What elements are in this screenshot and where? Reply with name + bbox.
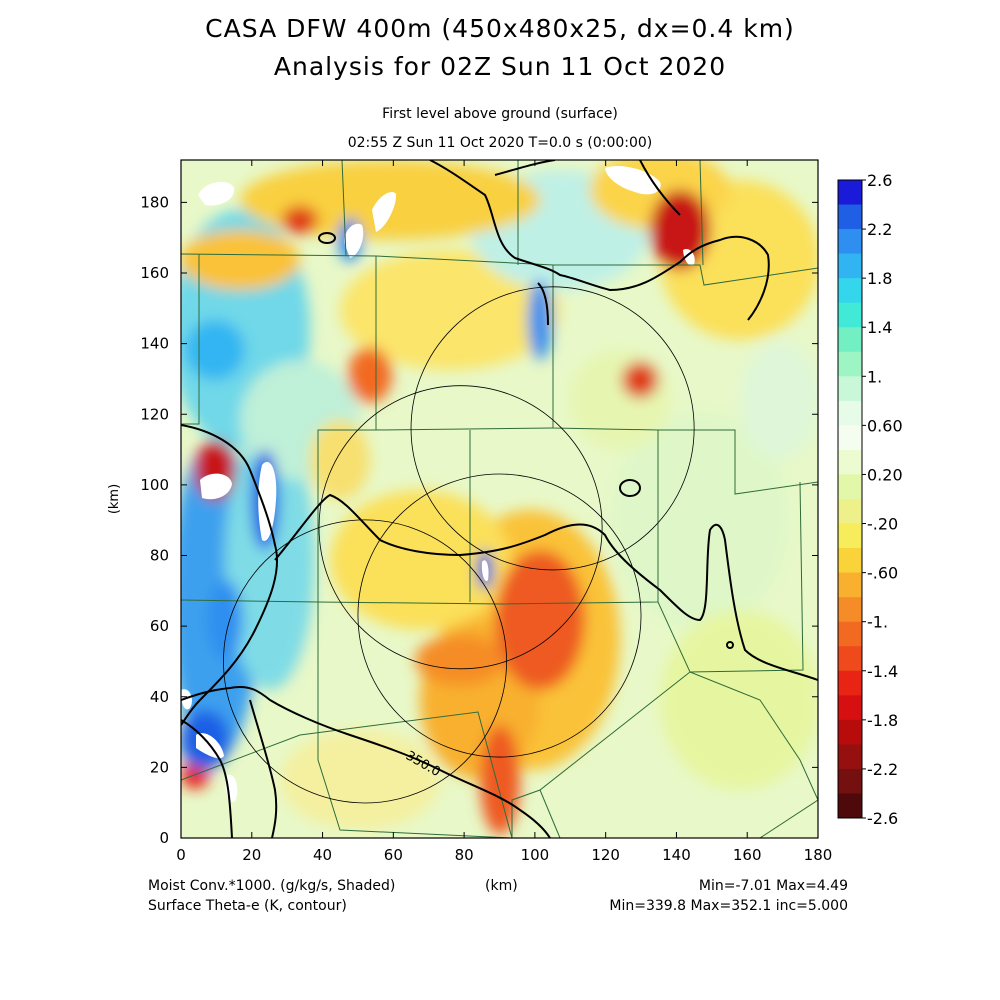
colorbar-swatch xyxy=(838,523,862,549)
x-tick-label: 40 xyxy=(313,846,332,864)
colorbar-swatch xyxy=(838,474,862,500)
colorbar-swatch xyxy=(838,253,862,279)
y-tick-label: 100 xyxy=(140,476,169,494)
shaded-field-stats: Min=-7.01 Max=4.49 xyxy=(699,878,848,894)
colorbar-label: 2.2 xyxy=(867,220,892,239)
colorbar-label: -2.6 xyxy=(867,809,898,828)
colorbar-swatch xyxy=(838,621,862,647)
colorbar-swatch xyxy=(838,793,862,819)
contour-field-stats: Min=339.8 Max=352.1 inc=5.000 xyxy=(609,898,848,914)
colorbar-swatch xyxy=(838,204,862,230)
y-tick-label: 60 xyxy=(150,617,169,635)
x-tick-label: 180 xyxy=(804,846,833,864)
colorbar-swatch xyxy=(838,499,862,525)
y-tick-label: 160 xyxy=(140,264,169,282)
colorbar-label: -.60 xyxy=(867,564,898,583)
colorbar-swatch xyxy=(838,646,862,672)
x-axis-label: (km) xyxy=(485,878,518,894)
x-tick-label: 160 xyxy=(733,846,762,864)
y-tick-label: 20 xyxy=(150,758,169,776)
colorbar-swatch xyxy=(838,180,862,206)
colorbar-label: 1.4 xyxy=(867,318,892,337)
colorbar-swatch xyxy=(838,425,862,451)
colorbar-swatch xyxy=(838,278,862,304)
x-tick-label: 140 xyxy=(662,846,691,864)
colorbar-swatch xyxy=(838,376,862,402)
shaded-field-label: Moist Conv.*1000. (g/kg/s, Shaded) xyxy=(148,878,395,894)
colorbar-label: -1.4 xyxy=(867,662,898,681)
y-axis: 0 20 40 60 80 100 120 140 160 180 xyxy=(140,193,818,847)
y-tick-label: 180 xyxy=(140,193,169,211)
x-tick-label: 60 xyxy=(384,846,403,864)
level-label: First level above ground (surface) xyxy=(382,106,618,122)
colorbar-label: -.20 xyxy=(867,515,898,534)
colorbar-swatch xyxy=(838,302,862,328)
colorbar-swatch xyxy=(838,768,862,794)
radar-circle xyxy=(357,473,642,758)
colorbar-swatch xyxy=(838,670,862,696)
y-tick-label: 0 xyxy=(159,829,169,847)
time-label: 02:55 Z Sun 11 Oct 2020 T=0.0 s (0:00:00… xyxy=(347,135,653,151)
y-tick-label: 140 xyxy=(140,335,169,353)
y-tick-label: 120 xyxy=(140,405,169,423)
colorbar-swatch xyxy=(838,572,862,598)
colorbar-swatch xyxy=(838,327,862,353)
chart-subtitle: Analysis for 02Z Sun 11 Oct 2020 xyxy=(273,52,727,81)
colorbar-label: 1. xyxy=(867,367,882,386)
radar-circle xyxy=(318,385,603,670)
x-tick-label: 20 xyxy=(242,846,261,864)
chart-title: CASA DFW 400m (450x480x25, dx=0.4 km) xyxy=(205,14,795,43)
moist-convergence-field xyxy=(181,160,818,838)
radar-range-circles xyxy=(223,286,695,804)
colorbar-swatch xyxy=(838,744,862,770)
x-tick-label: 100 xyxy=(521,846,550,864)
plot-frame xyxy=(180,159,819,839)
colorbar-swatch xyxy=(838,400,862,426)
colorbar-swatch xyxy=(838,548,862,574)
colorbar-swatch xyxy=(838,351,862,377)
colorbar-label: 1.8 xyxy=(867,269,892,288)
x-tick-label: 80 xyxy=(455,846,474,864)
colorbar-label: 2.6 xyxy=(867,171,892,190)
colorbar-swatch xyxy=(838,695,862,721)
colorbar-label: 0.20 xyxy=(867,465,903,484)
colorbar-swatch xyxy=(838,597,862,623)
colorbar-label: -1. xyxy=(867,613,888,632)
colorbar-frame xyxy=(837,179,863,819)
y-tick-label: 80 xyxy=(150,547,169,565)
x-tick-label: 0 xyxy=(176,846,186,864)
colorbar-swatch xyxy=(838,449,862,475)
colorbar-swatch xyxy=(838,719,862,745)
y-axis-label: (km) xyxy=(107,484,122,514)
contour-field-label: Surface Theta-e (K, contour) xyxy=(148,898,347,914)
radar-circle xyxy=(410,286,695,571)
colorbar-swatch xyxy=(838,229,862,255)
colorbar-label: -2.2 xyxy=(867,760,898,779)
colorbar-label: 0.60 xyxy=(867,416,903,435)
x-tick-label: 120 xyxy=(591,846,620,864)
colorbar-label: -1.8 xyxy=(867,711,898,730)
y-tick-label: 40 xyxy=(150,688,169,706)
x-axis: 0 20 40 60 80 100 120 140 160 180 xyxy=(176,160,832,864)
colorbar: 2.6 2.2 1.8 1.4 1. 0.60 0.20 -.20 -.60 -1. -1.4 -1.… xyxy=(837,171,903,828)
